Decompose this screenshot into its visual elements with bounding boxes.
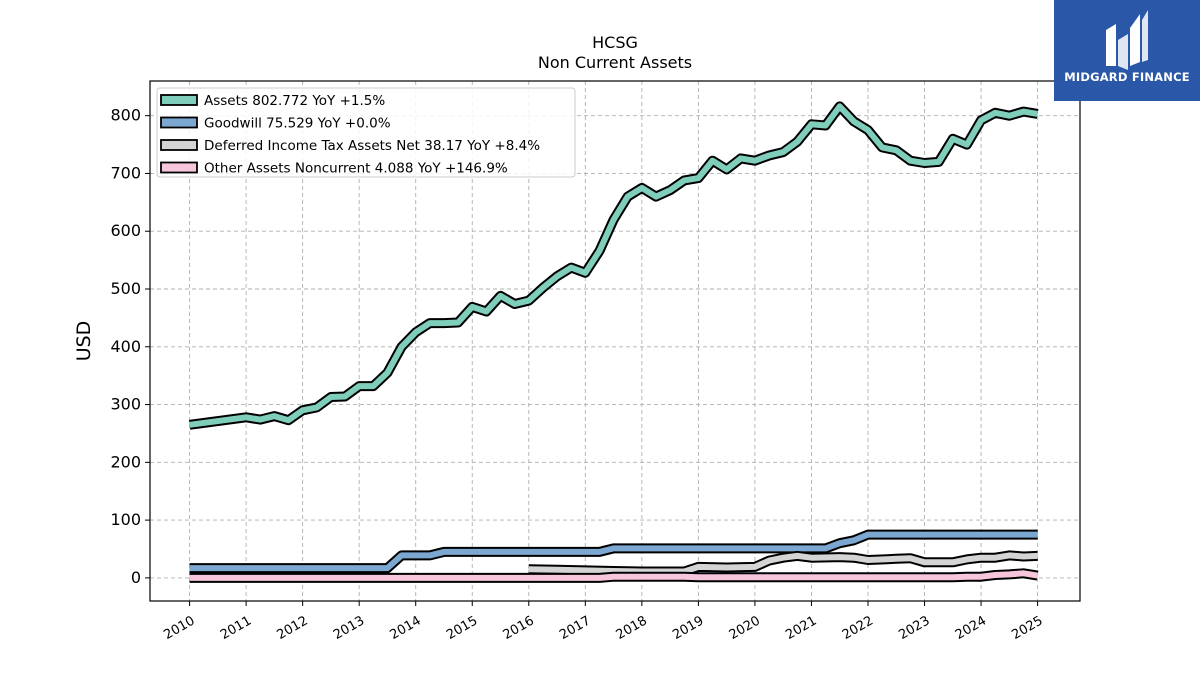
y-tick-label: 100: [110, 510, 141, 529]
midgard-logo-icon: [1106, 10, 1148, 70]
series-line: [189, 531, 1038, 572]
legend-swatch: [160, 139, 198, 151]
y-tick-label: 0: [131, 568, 141, 587]
series-deferred-income-tax-assets-net: [528, 550, 1038, 577]
x-tick-label: 2023: [896, 613, 932, 643]
series-other-assets-noncurrent: [189, 568, 1039, 583]
x-tick-label: 2015: [444, 613, 480, 643]
legend: Assets 802.772 YoY +1.5% Goodwill 75.529 …: [156, 87, 576, 178]
plot-frame: [149, 80, 1081, 602]
legend-entry: Deferred Income Tax Assets Net 38.17 YoY…: [204, 138, 540, 154]
y-axis: 0 100 200 300 400 500 600 700 800: [110, 106, 150, 587]
x-tick-label: 2017: [557, 613, 593, 643]
y-tick-label: 500: [110, 279, 141, 298]
x-tick-label: 2016: [501, 613, 537, 643]
series-line: [528, 552, 1038, 575]
chart-title: HCSG: [592, 33, 638, 52]
x-tick-label: 2020: [727, 613, 763, 643]
x-tick-label: 2018: [614, 613, 650, 643]
series-line: [189, 570, 1039, 581]
y-tick-label: 300: [110, 395, 141, 414]
x-tick-label: 2025: [1009, 613, 1045, 643]
series-goodwill: [189, 529, 1038, 574]
legend-entry: Other Assets Noncurrent 4.088 YoY +146.9…: [204, 161, 508, 177]
x-tick-label: 2012: [274, 613, 310, 643]
x-tick-label: 2019: [670, 613, 706, 643]
x-tick-label: 2013: [331, 613, 367, 643]
y-tick-label: 700: [110, 163, 141, 182]
y-tick-label: 600: [110, 221, 141, 240]
legend-swatch: [160, 161, 198, 174]
series-layer: [188, 101, 1039, 583]
x-tick-label: 2011: [218, 613, 254, 643]
x-tick-label: 2021: [783, 613, 819, 643]
chart-subtitle: Non Current Assets: [538, 53, 692, 72]
legend-swatch: [160, 116, 198, 129]
x-tick-label: 2024: [953, 613, 989, 643]
y-tick-label: 400: [110, 337, 141, 356]
x-tick-label: 2010: [161, 613, 197, 643]
x-axis: 2010 2011 2012 2013 2014 2015 2016 2017 2018 2019…: [161, 601, 1046, 643]
x-tick-label: 2014: [388, 613, 424, 643]
legend-box: [156, 87, 576, 178]
legend-swatch: [160, 94, 198, 106]
y-axis-label: USD: [73, 321, 95, 362]
brand-name: MIDGARD FINANCE: [1064, 70, 1190, 84]
legend-entry: Assets 802.772 YoY +1.5%: [204, 93, 385, 109]
brand-logo: MIDGARD FINANCE: [1054, 0, 1200, 101]
x-tick-label: 2022: [840, 613, 876, 643]
legend-entry: Goodwill 75.529 YoY +0.0%: [204, 116, 391, 132]
series-assets: [188, 101, 1039, 430]
y-tick-label: 200: [110, 452, 141, 471]
y-tick-label: 800: [110, 106, 141, 125]
series-line: [189, 103, 1039, 428]
